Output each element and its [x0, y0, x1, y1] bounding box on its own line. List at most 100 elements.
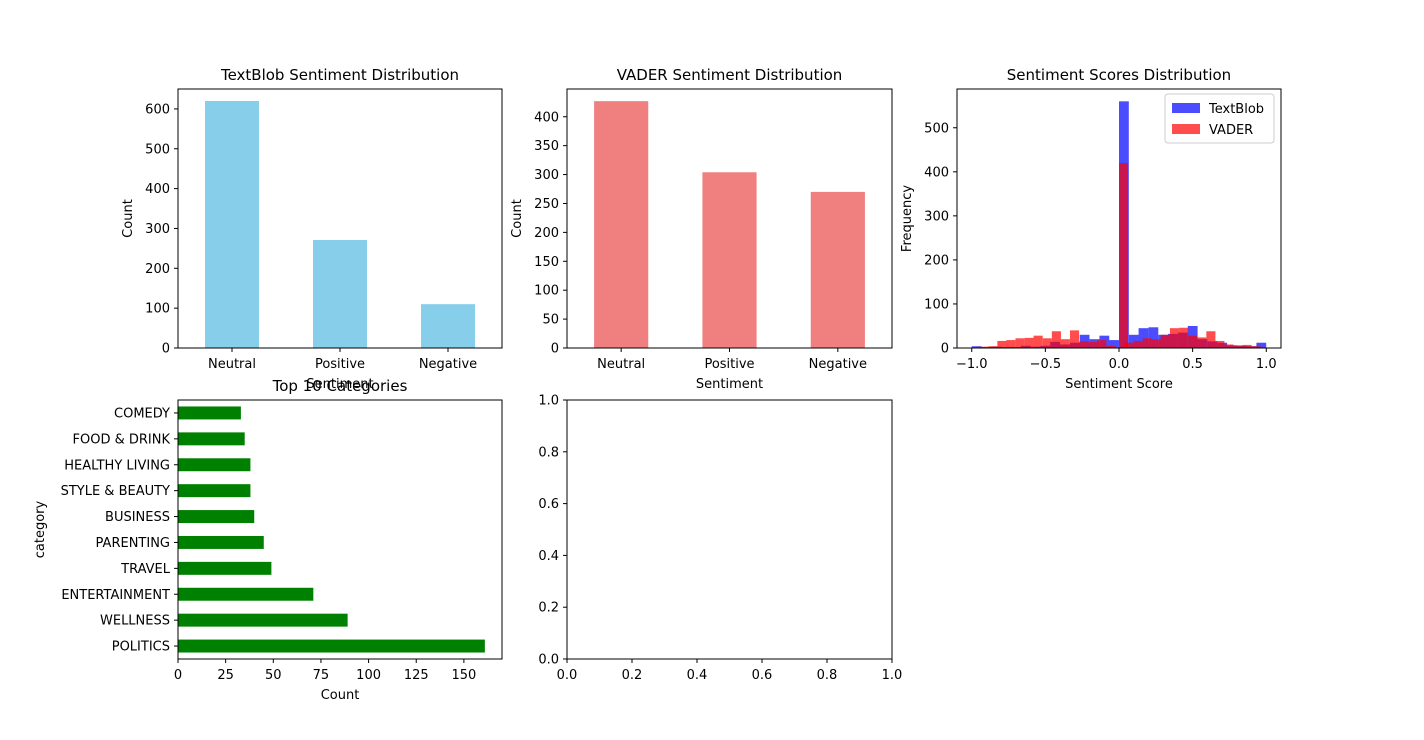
category-ytick-label: BUSINESS [105, 510, 170, 525]
hist-bin-vader [1088, 341, 1098, 348]
textblob-ytick-label: 600 [145, 102, 170, 117]
bar-vader-xtick-label: Positive [704, 357, 754, 372]
textblob-ytick-label: 100 [145, 302, 170, 317]
category-xtick-label: 75 [313, 668, 330, 683]
hist-bin-vader [1197, 337, 1207, 348]
hist-ytick-label: 300 [924, 209, 949, 224]
category-xtick-label: 125 [404, 668, 429, 683]
hist-bin-vader [979, 346, 989, 348]
category-ytick-label: PARENTING [96, 536, 170, 551]
hist-xtick-label: 0.0 [1109, 357, 1130, 372]
empty-xtick-label: 0.6 [752, 668, 773, 683]
empty-xtick-label: 0.2 [622, 668, 643, 683]
empty-ytick-label: 0.6 [538, 497, 559, 512]
vader-xlabel: Sentiment [696, 377, 763, 392]
empty-xtick-label: 1.0 [882, 668, 903, 683]
hist-bin-vader [1142, 338, 1152, 348]
hist-xtick-label: 1.0 [1256, 357, 1277, 372]
hist-bin-vader [1097, 340, 1107, 348]
textblob-ytick-label: 500 [145, 142, 170, 157]
bar-category-wellness [178, 613, 348, 627]
textblob-ylabel: Count [121, 199, 136, 238]
bar-vader-negative [810, 191, 865, 348]
hist-ytick-label: 400 [924, 165, 949, 180]
hist-bin-textblob [1109, 340, 1119, 348]
hist-bin-vader [1079, 341, 1089, 348]
bar-textblob-negative [421, 304, 475, 348]
hist-bin-vader [1006, 340, 1016, 348]
vader-ytick-label: 250 [534, 197, 559, 212]
empty-ytick-label: 0.0 [538, 653, 559, 668]
vader-ytick-label: 200 [534, 226, 559, 241]
bar-category-parenting [178, 535, 264, 549]
category-ytick-label: WELLNESS [100, 614, 170, 629]
category-ytick-label: STYLE & BEAUTY [61, 484, 170, 499]
empty-xtick-label: 0.8 [817, 668, 838, 683]
hist-ytick-label: 500 [924, 121, 949, 136]
hist-bin-vader [1160, 334, 1170, 348]
hist-ytick-label: 100 [924, 297, 949, 312]
hist-bin-vader [1215, 340, 1225, 348]
category-ytick-label: ENTERTAINMENT [61, 588, 170, 603]
hist-xtick-label: −0.5 [1030, 357, 1062, 372]
hist-bin-vader [1106, 345, 1116, 348]
vader-ytick-label: 400 [534, 110, 559, 125]
textblob-ytick-label: 300 [145, 222, 170, 237]
category-xtick-label: 0 [174, 668, 182, 683]
hist-ylabel: Frequency [900, 185, 915, 252]
bar-category-travel [178, 561, 272, 575]
textblob-ytick-label: 0 [162, 342, 170, 357]
bar-category-style-beauty [178, 484, 251, 498]
bar-vader-xtick-label: Neutral [597, 357, 645, 372]
categories-title: Top 10 Categories [272, 377, 408, 395]
categories-frame [177, 399, 503, 660]
category-xtick-label: 25 [217, 668, 234, 683]
empty-ytick-label: 0.8 [538, 445, 559, 460]
category-ytick-label: POLITICS [112, 640, 170, 655]
hist-bin-vader [1015, 338, 1025, 348]
hist-bin-vader [1069, 330, 1080, 348]
legend-swatch-textblob [1172, 103, 1200, 113]
categories-xlabel: Count [321, 688, 360, 703]
hist-xtick-label: 0.5 [1182, 357, 1203, 372]
vader-frame [566, 88, 893, 349]
bar-vader-neutral [594, 101, 649, 348]
hist-bin-vader [1224, 344, 1234, 348]
hist-ytick-label: 0 [941, 342, 949, 357]
hist-bin-vader [1206, 331, 1216, 348]
hist-bin-textblob [1256, 342, 1267, 348]
legend-swatch-vader [1172, 124, 1200, 134]
vader-ytick-label: 100 [534, 284, 559, 299]
hist-bin-vader [1242, 344, 1252, 348]
vader-ytick-label: 350 [534, 139, 559, 154]
hist-ytick-label: 200 [924, 253, 949, 268]
bar-category-politics [178, 639, 485, 653]
empty-xtick-label: 0.0 [557, 668, 578, 683]
vader-ylabel: Count [510, 199, 525, 238]
hist-bin-vader [1151, 339, 1161, 348]
hist-bin-vader [1179, 327, 1189, 348]
hist-bin-vader [988, 346, 998, 348]
hist-title: Sentiment Scores Distribution [1007, 66, 1231, 84]
category-ytick-label: TRAVEL [120, 562, 171, 577]
hist-bin-vader [1042, 338, 1052, 348]
textblob-frame [177, 88, 503, 349]
hist-bin-vader [1133, 340, 1143, 348]
hist-bin-vader [1188, 335, 1198, 348]
textblob-ytick-label: 400 [145, 182, 170, 197]
hist-bin-vader [1051, 331, 1061, 348]
categories-ylabel: category [33, 500, 48, 558]
hist-bin-vader [1233, 345, 1243, 348]
hist-bin-textblob [1148, 327, 1159, 348]
hist-bin-vader [997, 340, 1007, 348]
textblob-xlabel: Sentiment [306, 377, 373, 392]
bar-textblob-xtick-label: Neutral [208, 357, 256, 372]
category-xtick-label: 100 [356, 668, 381, 683]
bar-category-business [178, 510, 255, 524]
bar-category-comedy [178, 406, 241, 420]
vader-ytick-label: 0 [551, 342, 559, 357]
vader-ytick-label: 150 [534, 255, 559, 270]
hist-bin-vader [1169, 328, 1180, 348]
legend-label-textblob: TextBlob [1208, 102, 1264, 117]
